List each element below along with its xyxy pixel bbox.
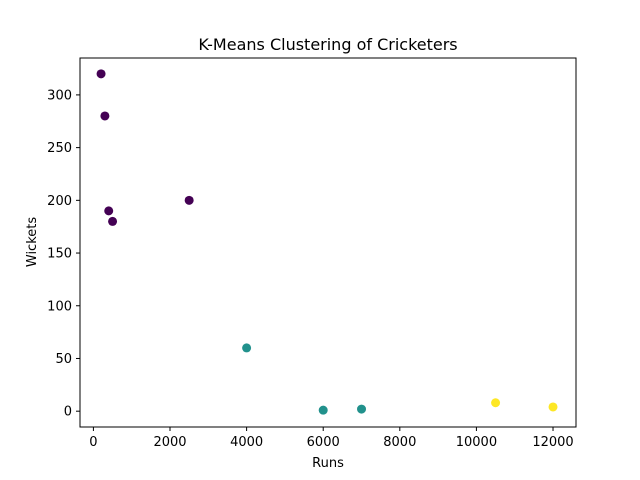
y-tick-label-2: 100 — [47, 299, 72, 314]
y-tick-label-4: 200 — [47, 194, 72, 209]
x-tick-label-1: 2000 — [153, 435, 186, 450]
y-tick-label-0: 0 — [64, 405, 72, 420]
x-tick-label-2: 4000 — [230, 435, 263, 450]
plot-area — [96, 69, 558, 415]
x-tick-label-0: 0 — [89, 435, 97, 450]
x-axis-label: Runs — [312, 456, 344, 471]
y-tick-label-3: 150 — [47, 247, 72, 262]
y-tick-label-6: 300 — [47, 88, 72, 103]
x-axis: 0 2000 4000 6000 8000 10000 12000 — [89, 427, 574, 450]
data-point-3 — [108, 216, 118, 226]
data-point-1 — [100, 111, 110, 121]
data-point-5 — [242, 343, 252, 353]
x-tick-label-6: 12000 — [532, 435, 573, 450]
y-tick-label-1: 50 — [55, 352, 72, 367]
plot-frame — [79, 57, 577, 428]
data-point-4 — [184, 195, 194, 205]
y-axis: 0 50 100 150 200 250 300 — [47, 88, 80, 420]
data-point-2 — [104, 206, 114, 216]
chart-title: K-Means Clustering of Cricketers — [198, 35, 457, 54]
data-point-0 — [96, 69, 106, 79]
data-point-7 — [357, 404, 367, 414]
data-point-6 — [318, 405, 328, 415]
x-tick-label-5: 10000 — [456, 435, 497, 450]
data-point-9 — [548, 402, 558, 412]
x-tick-label-3: 6000 — [307, 435, 340, 450]
y-tick-label-5: 250 — [47, 141, 72, 156]
x-tick-label-4: 8000 — [383, 435, 416, 450]
data-point-8 — [491, 398, 501, 408]
y-axis-label: Wickets — [25, 217, 40, 267]
